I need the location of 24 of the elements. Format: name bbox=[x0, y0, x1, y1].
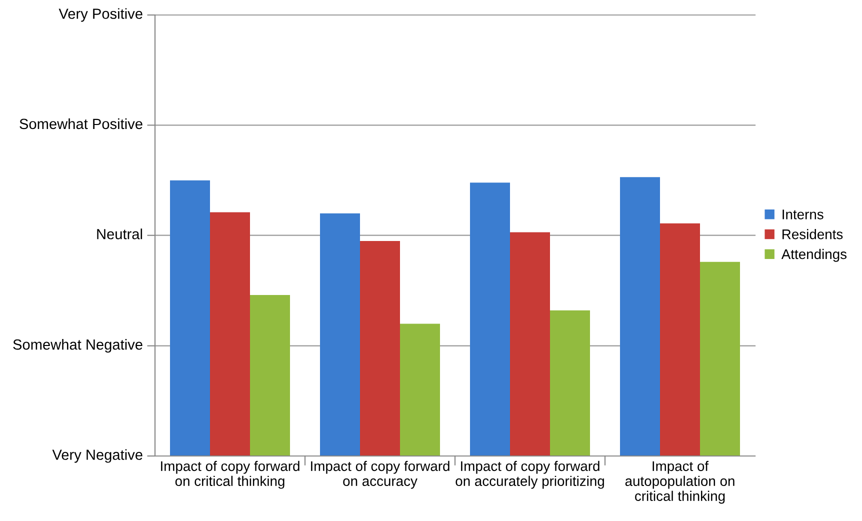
bar bbox=[660, 223, 700, 456]
bar bbox=[360, 240, 400, 456]
bar bbox=[320, 213, 360, 456]
text: Residents bbox=[782, 229, 843, 240]
ref-line-label: Very Negative bbox=[52, 449, 142, 463]
bar bbox=[550, 310, 590, 456]
x-tick-label: Impact of copy forward on accurately prioritizing bbox=[456, 460, 604, 489]
text: Attendings bbox=[781, 248, 847, 262]
ref-line-label: Somewhat Positive bbox=[20, 118, 142, 130]
bar bbox=[620, 177, 660, 456]
text: Interns bbox=[782, 210, 824, 220]
bar bbox=[700, 262, 740, 456]
bar bbox=[510, 232, 550, 456]
x-tick-label: Impact of copy forward on accuracy bbox=[311, 460, 450, 489]
bar bbox=[250, 295, 290, 456]
ref-line-label: Somewhat Negative bbox=[13, 339, 142, 353]
bar bbox=[210, 212, 250, 456]
x-tick-label: Impact of copy forward on critical thinking bbox=[161, 460, 300, 489]
ref-line-label: Neutral bbox=[97, 228, 142, 240]
bar bbox=[470, 182, 510, 456]
bar bbox=[170, 180, 210, 456]
bar bbox=[400, 324, 440, 456]
x-tick-label: Impact of autopopulation on critical thinking bbox=[625, 460, 734, 504]
ref-line-label: Very Positive bbox=[58, 8, 142, 22]
